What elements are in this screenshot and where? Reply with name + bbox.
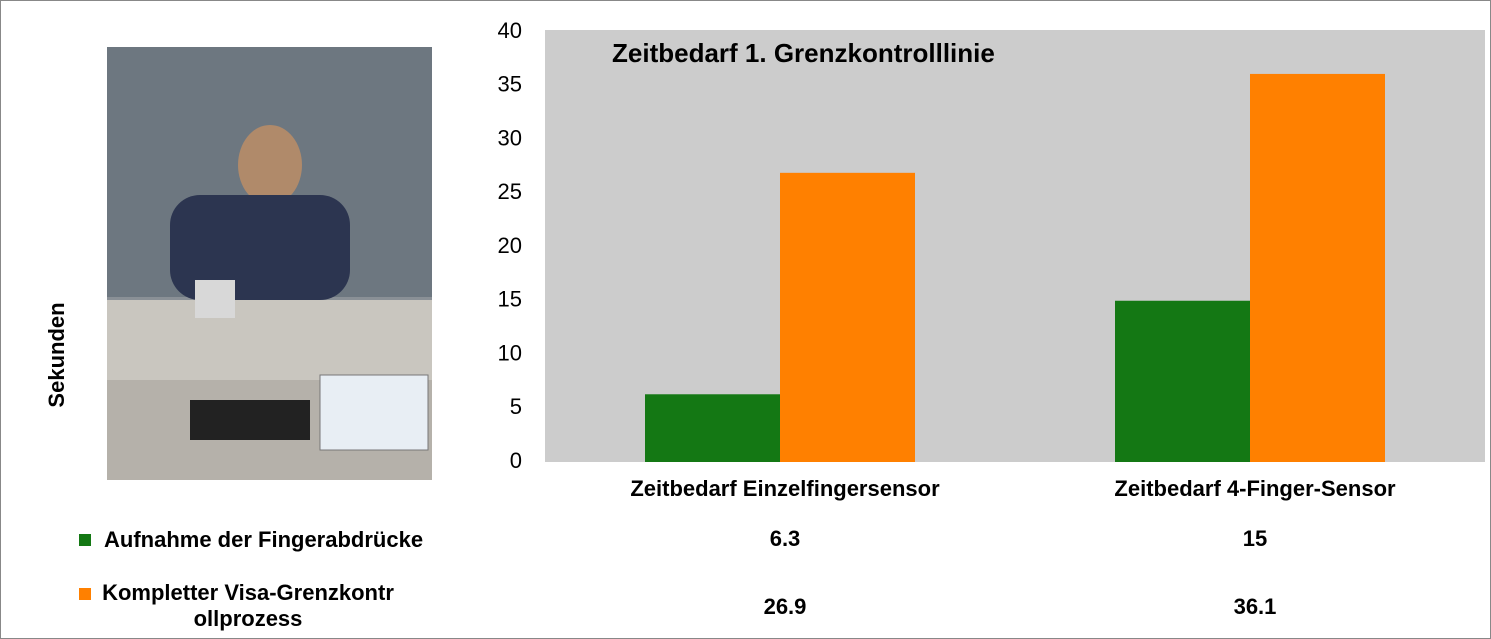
legend-label: Kompletter Visa-Grenzkontrollprozess	[98, 580, 398, 632]
x-tick-label: Zeitbedarf Einzelfingersensor	[630, 476, 940, 501]
y-tick-label: 35	[498, 72, 522, 97]
y-tick-label: 30	[498, 125, 522, 150]
photo-device	[190, 400, 310, 440]
bar	[1250, 74, 1385, 462]
bar	[1115, 301, 1250, 462]
photo-monitor	[320, 375, 428, 450]
bar	[780, 173, 915, 462]
y-tick-label: 5	[510, 394, 522, 419]
y-tick-label: 0	[510, 448, 522, 473]
y-axis-label: Sekunden	[44, 302, 69, 407]
table-value: 6.3	[770, 526, 801, 551]
legend-swatch	[79, 588, 91, 600]
photo-face	[238, 125, 302, 205]
legend-swatch	[79, 534, 91, 546]
y-tick-label: 20	[498, 233, 522, 258]
table-value: 15	[1243, 526, 1267, 551]
x-tick-label: Zeitbedarf 4-Finger-Sensor	[1114, 476, 1396, 501]
y-tick-label: 15	[498, 287, 522, 312]
legend-label: Aufnahme der Fingerabdrücke	[104, 527, 423, 553]
y-tick-label: 10	[498, 340, 522, 365]
y-tick-label: 40	[498, 18, 522, 43]
photo-sensor	[195, 280, 235, 318]
bar	[645, 394, 780, 462]
photo-counter	[107, 300, 432, 380]
chart-title: Zeitbedarf 1. Grenzkontrolllinie	[612, 38, 995, 68]
photo	[107, 47, 432, 480]
table-value: 36.1	[1234, 594, 1277, 619]
page: Zeitbedarf 1. Grenzkontrolllinie Sekunde…	[0, 0, 1491, 639]
table-value: 26.9	[764, 594, 807, 619]
y-tick-label: 25	[498, 179, 522, 204]
